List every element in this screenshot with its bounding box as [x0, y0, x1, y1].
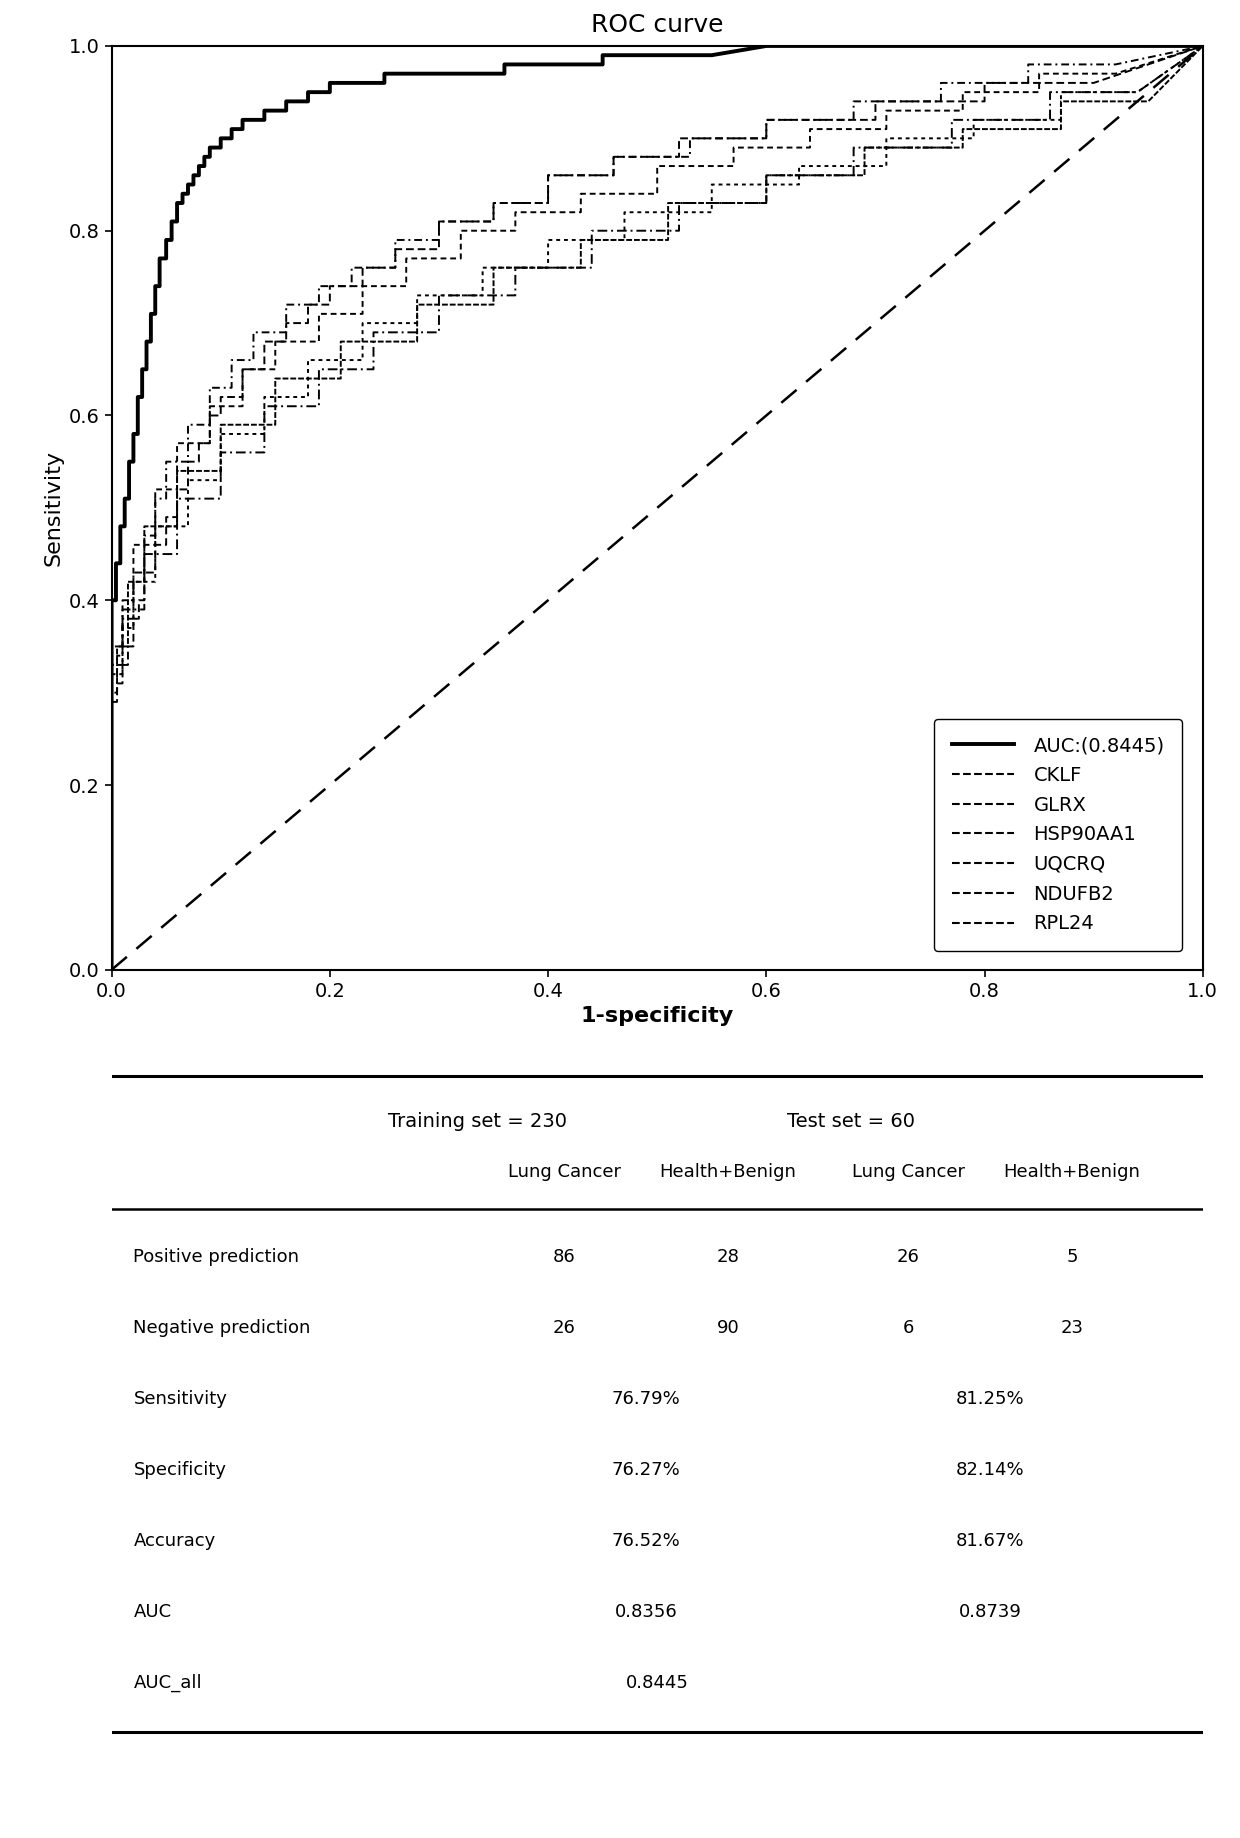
Text: Health+Benign: Health+Benign: [660, 1163, 796, 1180]
Text: Training set = 230: Training set = 230: [388, 1112, 567, 1132]
Text: Positive prediction: Positive prediction: [134, 1248, 299, 1266]
Text: Health+Benign: Health+Benign: [1003, 1163, 1141, 1180]
Text: Negative prediction: Negative prediction: [134, 1320, 311, 1336]
Title: ROC curve: ROC curve: [591, 13, 723, 37]
Text: AUC_all: AUC_all: [134, 1674, 202, 1693]
Text: 0.8739: 0.8739: [959, 1603, 1022, 1621]
Text: 81.25%: 81.25%: [956, 1390, 1024, 1408]
Text: Specificity: Specificity: [134, 1461, 227, 1480]
Text: 81.67%: 81.67%: [956, 1533, 1024, 1549]
Y-axis label: Sensitivity: Sensitivity: [43, 450, 63, 566]
Text: 6: 6: [903, 1320, 914, 1336]
Text: 0.8445: 0.8445: [626, 1674, 688, 1693]
Text: Accuracy: Accuracy: [134, 1533, 216, 1549]
Text: AUC: AUC: [134, 1603, 171, 1621]
Text: 0.8356: 0.8356: [615, 1603, 678, 1621]
Text: 26: 26: [553, 1320, 575, 1336]
Text: Test set = 60: Test set = 60: [787, 1112, 915, 1132]
Text: Lung Cancer: Lung Cancer: [508, 1163, 621, 1180]
X-axis label: 1-specificity: 1-specificity: [580, 1005, 734, 1026]
Text: 5: 5: [1066, 1248, 1078, 1266]
Text: 23: 23: [1060, 1320, 1084, 1336]
Text: 82.14%: 82.14%: [956, 1461, 1024, 1480]
Text: 76.79%: 76.79%: [611, 1390, 681, 1408]
Text: 90: 90: [717, 1320, 739, 1336]
Text: 76.52%: 76.52%: [611, 1533, 681, 1549]
Text: 28: 28: [717, 1248, 739, 1266]
Text: 86: 86: [553, 1248, 575, 1266]
Text: 76.27%: 76.27%: [611, 1461, 681, 1480]
Text: Sensitivity: Sensitivity: [134, 1390, 227, 1408]
Legend: AUC:(0.8445), CKLF, GLRX, HSP90AA1, UQCRQ, NDUFB2, RPL24: AUC:(0.8445), CKLF, GLRX, HSP90AA1, UQCR…: [935, 719, 1182, 950]
Text: 26: 26: [897, 1248, 920, 1266]
Text: Lung Cancer: Lung Cancer: [852, 1163, 965, 1180]
